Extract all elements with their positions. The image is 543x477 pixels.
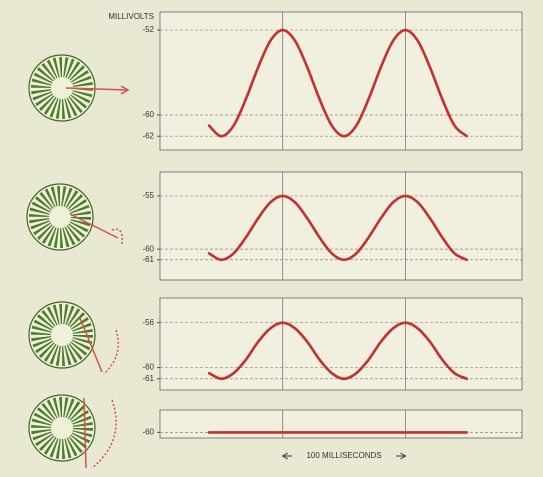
y-tick-label: -60	[142, 244, 154, 253]
x-axis-label: 100 MILLISECONDS	[306, 451, 381, 460]
y-axis-label: MILLIVOLTS	[108, 12, 154, 21]
arrow	[396, 452, 407, 460]
y-tick-label: -60	[142, 363, 154, 372]
plot-area	[159, 409, 523, 439]
arrow	[281, 452, 293, 460]
plot-area	[159, 297, 523, 391]
trace	[207, 194, 469, 262]
y-tick-label: -62	[142, 131, 154, 140]
cell-icon	[27, 184, 124, 250]
y-tick-label: -56	[142, 318, 154, 327]
cell-icon	[29, 55, 130, 121]
cell-icon	[29, 395, 117, 468]
trace	[207, 28, 469, 138]
y-tick-label: -60	[142, 428, 154, 437]
plot-area	[159, 11, 523, 151]
cell-icon	[29, 302, 119, 374]
trace	[207, 321, 469, 381]
y-tick-label: -60	[142, 110, 154, 119]
y-tick-label: -61	[142, 255, 154, 264]
y-tick-label: -55	[142, 191, 154, 200]
y-tick-label: -52	[142, 25, 154, 34]
plot-area	[159, 171, 523, 281]
y-tick-label: -61	[142, 374, 154, 383]
